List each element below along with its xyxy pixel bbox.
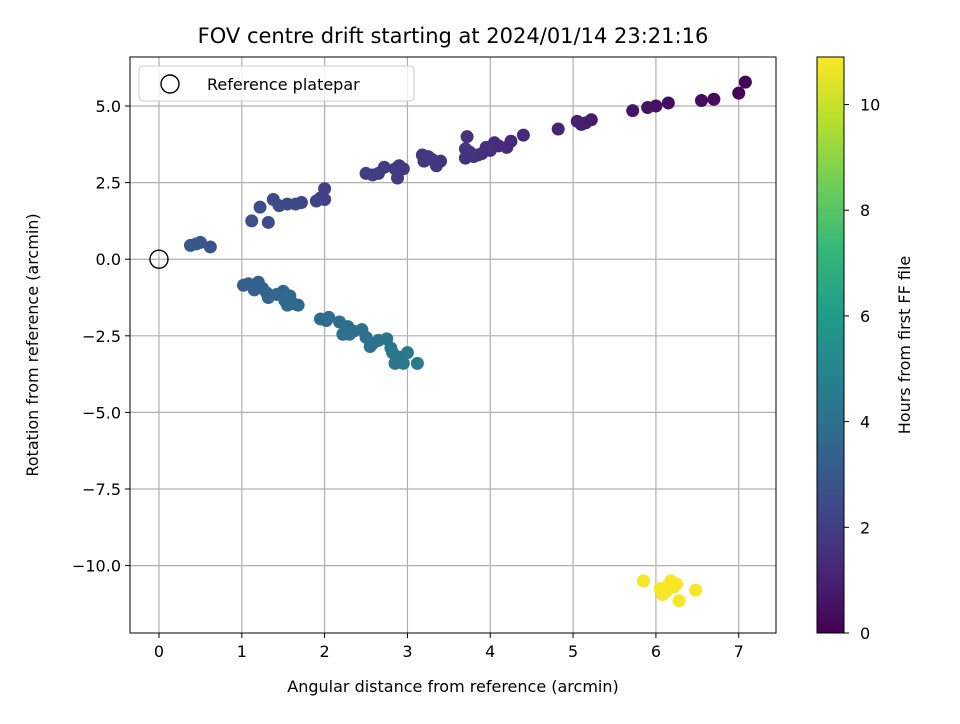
data-point bbox=[458, 151, 472, 165]
x-tick-label: 3 bbox=[402, 642, 412, 661]
data-point bbox=[670, 577, 684, 591]
data-point bbox=[460, 130, 474, 144]
data-point bbox=[707, 92, 721, 106]
data-point bbox=[738, 75, 752, 89]
y-tick-label: −5.0 bbox=[82, 403, 121, 422]
colorbar-tick-label: 2 bbox=[860, 518, 870, 537]
data-point bbox=[396, 356, 410, 370]
data-point bbox=[570, 114, 584, 128]
legend: Reference platepar bbox=[138, 65, 415, 102]
reference-marker bbox=[149, 249, 169, 269]
colorbar-gradient bbox=[816, 56, 845, 634]
x-axis-ticks: 0 1 2 3 4 5 6 7 bbox=[154, 633, 744, 661]
data-point bbox=[183, 238, 197, 252]
legend-label: Reference platepar bbox=[207, 75, 360, 94]
data-point bbox=[203, 240, 217, 254]
x-tick-label: 2 bbox=[320, 642, 330, 661]
data-point bbox=[266, 192, 280, 206]
x-tick-label: 1 bbox=[237, 642, 247, 661]
data-point bbox=[551, 122, 565, 136]
colorbar-tick-label: 8 bbox=[860, 201, 870, 220]
data-point bbox=[245, 214, 259, 228]
data-point bbox=[359, 166, 373, 180]
data-point bbox=[661, 96, 675, 110]
data-point bbox=[415, 148, 429, 162]
data-point bbox=[458, 142, 472, 156]
reference-platepar-marker bbox=[149, 249, 169, 269]
colorbar-tick-label: 6 bbox=[860, 307, 870, 326]
plot-frame bbox=[129, 56, 777, 634]
x-tick-label: 6 bbox=[651, 642, 661, 661]
y-tick-label: 2.5 bbox=[96, 174, 121, 193]
y-tick-label: 0.0 bbox=[96, 250, 121, 269]
colorbar-tick-label: 0 bbox=[860, 624, 870, 643]
data-point bbox=[641, 101, 655, 115]
data-point bbox=[516, 128, 530, 142]
x-axis-label: Angular distance from reference (arcmin) bbox=[287, 677, 618, 696]
x-tick-label: 5 bbox=[568, 642, 578, 661]
chart-title: FOV centre drift starting at 2024/01/14 … bbox=[198, 24, 709, 48]
y-tick-label: −2.5 bbox=[82, 327, 121, 346]
data-point bbox=[732, 86, 746, 100]
legend-box bbox=[138, 65, 415, 102]
y-axis-label: Rotation from reference (arcmin) bbox=[23, 213, 42, 476]
data-point bbox=[410, 356, 424, 370]
colorbar-ticks: 0 2 4 6 8 10 bbox=[844, 96, 880, 643]
data-point bbox=[261, 215, 275, 229]
x-tick-label: 7 bbox=[734, 642, 744, 661]
y-tick-label: −10.0 bbox=[72, 557, 121, 576]
data-point bbox=[689, 583, 703, 597]
colorbar: 0 2 4 6 8 10 Hours from first FF file bbox=[816, 56, 914, 643]
x-tick-label: 4 bbox=[485, 642, 495, 661]
y-axis-ticks: 5.0 2.5 0.0 −2.5 −5.0 −7.5 −10.0 bbox=[72, 97, 130, 576]
data-point bbox=[672, 594, 686, 608]
data-point bbox=[694, 94, 708, 108]
colorbar-label: Hours from first FF file bbox=[895, 256, 914, 435]
legend-reference-marker bbox=[160, 74, 180, 94]
colorbar-tick-label: 10 bbox=[860, 96, 880, 115]
data-point bbox=[626, 104, 640, 118]
x-tick-label: 0 bbox=[154, 642, 164, 661]
y-tick-label: 5.0 bbox=[96, 97, 121, 116]
data-point bbox=[388, 162, 402, 176]
data-point bbox=[636, 574, 650, 588]
y-tick-label: −7.5 bbox=[82, 480, 121, 499]
data-point bbox=[400, 346, 414, 360]
data-points bbox=[183, 75, 752, 608]
data-point bbox=[322, 310, 336, 324]
data-point bbox=[291, 298, 305, 312]
colorbar-tick-label: 4 bbox=[860, 413, 870, 432]
data-point bbox=[309, 194, 323, 208]
grid bbox=[130, 57, 776, 633]
data-point bbox=[253, 200, 267, 214]
